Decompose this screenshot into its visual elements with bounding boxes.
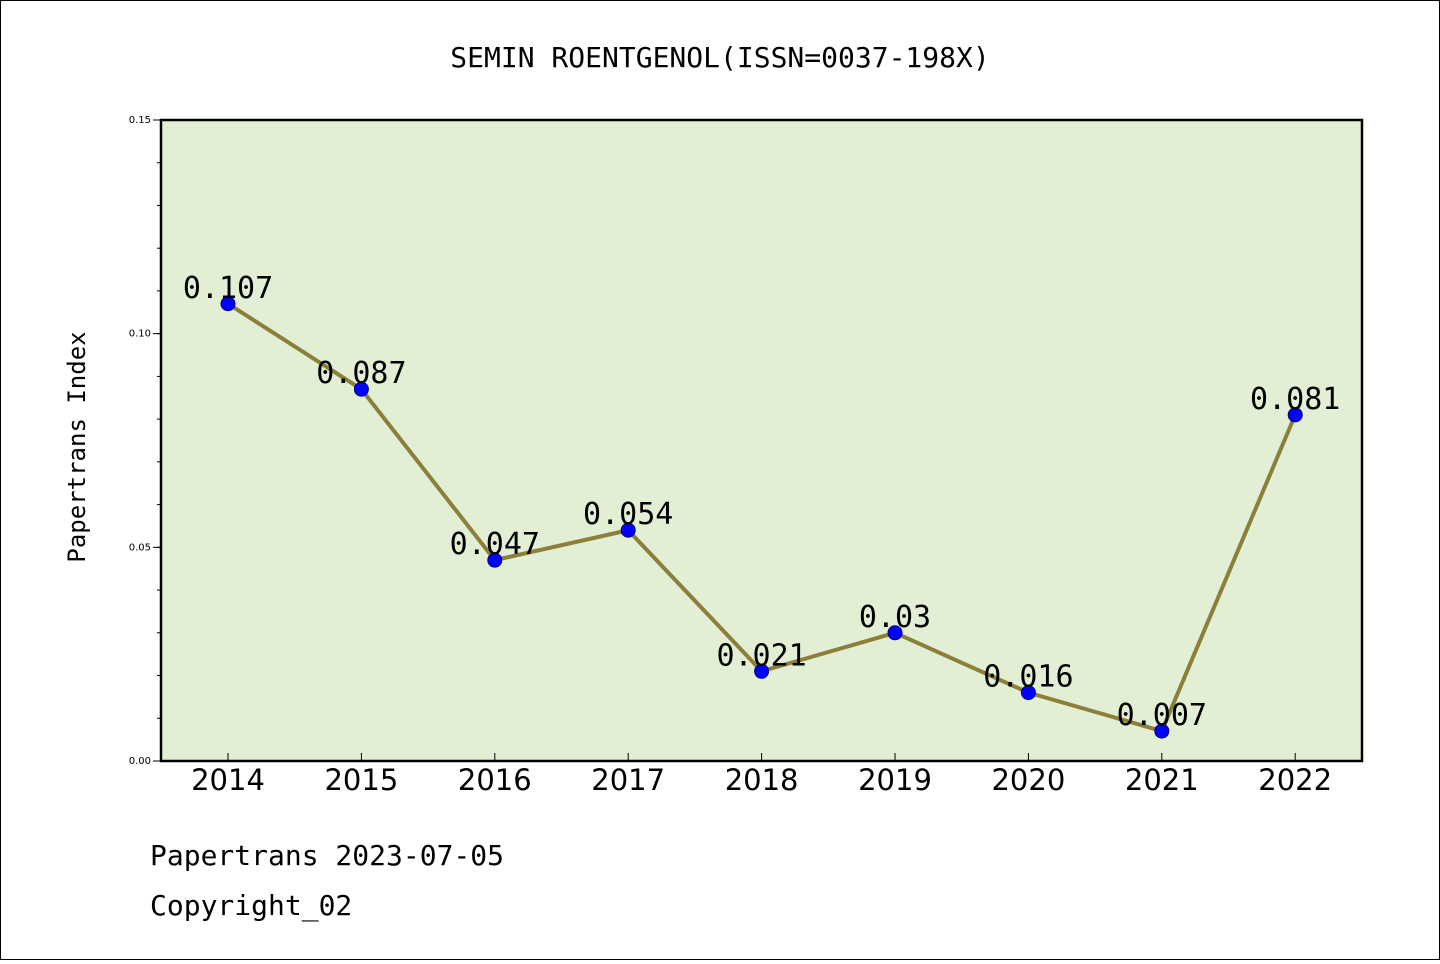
data-point [220, 296, 236, 312]
y-tick-label: 0.05 [129, 542, 151, 553]
x-tick-label: 2021 [1125, 763, 1199, 797]
data-label: 0.081 [1250, 382, 1340, 417]
data-point [1020, 685, 1036, 701]
x-tick-label: 2020 [991, 763, 1065, 797]
x-tick-label: 2017 [591, 763, 665, 797]
data-point [353, 381, 369, 397]
x-tick-label: 2022 [1258, 763, 1332, 797]
x-tick-label: 2015 [324, 763, 398, 797]
y-tick-label: 0.10 [129, 329, 151, 340]
data-label: 0.03 [859, 600, 931, 635]
footer-date: Papertrans 2023-07-05 [150, 839, 504, 872]
plot-area [159, 118, 1364, 763]
x-tick-label: 2014 [191, 763, 265, 797]
chart-marks: 0.107 0.087 0.047 0.054 0.021 0.03 0.016 0.007 0… [183, 271, 1340, 739]
data-label: 0.087 [316, 356, 406, 391]
data-point [754, 663, 770, 679]
data-point [887, 625, 903, 641]
axis-ticks: 2014 2015 2016 2017 2018 2019 2020 2021 2022 0.00… [129, 115, 1332, 797]
data-point [487, 552, 503, 568]
data-label: 0.016 [983, 660, 1073, 695]
y-tick-label: 0.15 [129, 115, 151, 126]
data-label: 0.021 [716, 638, 806, 673]
data-point [1154, 723, 1170, 739]
data-label: 0.047 [450, 527, 540, 562]
x-tick-label: 2018 [725, 763, 799, 797]
chart-title: SEMIN ROENTGENOL(ISSN=0037-198X) [450, 41, 989, 74]
data-label: 0.007 [1117, 698, 1207, 733]
y-tick-label: 0.00 [129, 756, 151, 767]
data-label: 0.107 [183, 271, 273, 306]
x-tick-label: 2019 [858, 763, 932, 797]
data-point [620, 522, 636, 538]
y-axis-label: Papertrans Index [63, 331, 91, 562]
x-tick-label: 2016 [458, 763, 532, 797]
data-point [1287, 407, 1303, 423]
data-label: 0.054 [583, 497, 673, 532]
footer-copyright: Copyright_02 [150, 889, 352, 923]
